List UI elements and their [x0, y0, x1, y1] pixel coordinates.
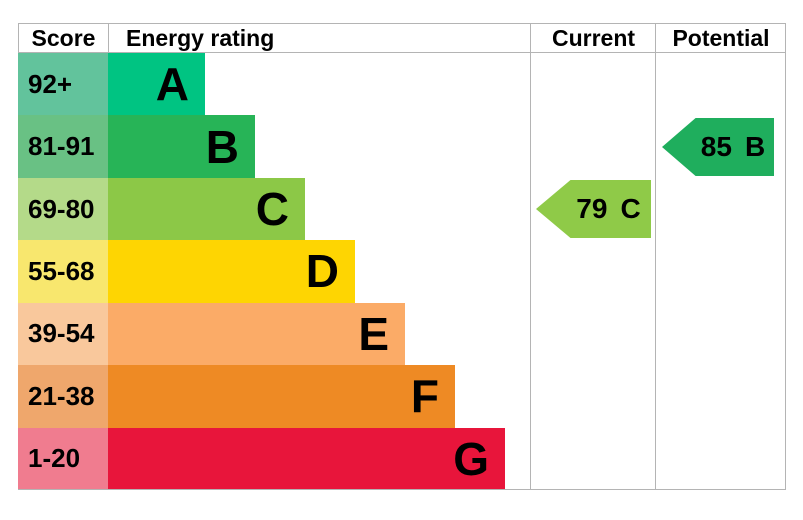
header-energy-rating: Energy rating [126, 25, 275, 51]
score-range-label: 55-68 [28, 255, 95, 286]
score-range-label: 21-38 [28, 380, 95, 411]
score-range-label: 39-54 [28, 318, 95, 349]
potential-rating-letter: B [744, 131, 766, 162]
band-row: 92+ A [18, 53, 530, 116]
current-rating-letter: C [620, 193, 641, 224]
rating-bar: E [108, 302, 405, 366]
score-cell: 92+ [18, 53, 108, 116]
rating-bands: 92+ A 81-91 B 69-80 C 55-68 D 39-54 E 21… [18, 53, 530, 490]
rating-bar: G [108, 427, 505, 490]
rating-bar: F [108, 365, 455, 428]
band-row: 39-54 E [18, 302, 530, 366]
score-range-label: 92+ [28, 68, 73, 99]
rating-letter: A [155, 58, 189, 111]
rating-bar: A [108, 53, 205, 116]
score-cell: 39-54 [18, 302, 108, 366]
table-bottom-border [18, 489, 786, 490]
potential-rating-value: 85 [700, 131, 732, 162]
band-row: 81-91 B [18, 115, 530, 178]
table-right-border [785, 23, 786, 490]
band-row: 1-20 G [18, 427, 530, 490]
rating-bar: D [108, 240, 355, 303]
rating-letter: G [453, 432, 489, 485]
potential-rating-arrow: 85 B [662, 118, 774, 176]
band-row: 55-68 D [18, 240, 530, 303]
header-current: Current [551, 25, 636, 51]
score-cell: 55-68 [18, 240, 108, 303]
rating-letter: D [305, 245, 339, 298]
rating-letter: F [410, 370, 439, 423]
header-score: Score [19, 24, 109, 52]
rating-letter: B [205, 120, 239, 173]
score-cell: 81-91 [18, 115, 108, 178]
score-range-label: 69-80 [28, 193, 95, 224]
current-rating-arrow: 79 C [536, 180, 651, 238]
score-cell: 1-20 [18, 427, 108, 490]
potential-column-divider [655, 23, 656, 490]
header-potential: Potential [672, 25, 770, 51]
score-range-label: 1-20 [28, 443, 81, 474]
chart-header-row: Score Energy rating Current Potential [18, 23, 786, 53]
current-column-divider [530, 23, 531, 490]
band-row: 21-38 F [18, 365, 530, 428]
rating-bar: B [108, 115, 255, 178]
score-range-label: 81-91 [28, 131, 95, 162]
score-cell: 69-80 [18, 177, 108, 241]
current-rating-value: 79 [576, 193, 608, 224]
score-cell: 21-38 [18, 365, 108, 428]
band-row: 69-80 C [18, 177, 530, 241]
rating-bar: C [108, 177, 305, 241]
rating-letter: E [358, 307, 389, 360]
rating-letter: C [255, 183, 289, 236]
